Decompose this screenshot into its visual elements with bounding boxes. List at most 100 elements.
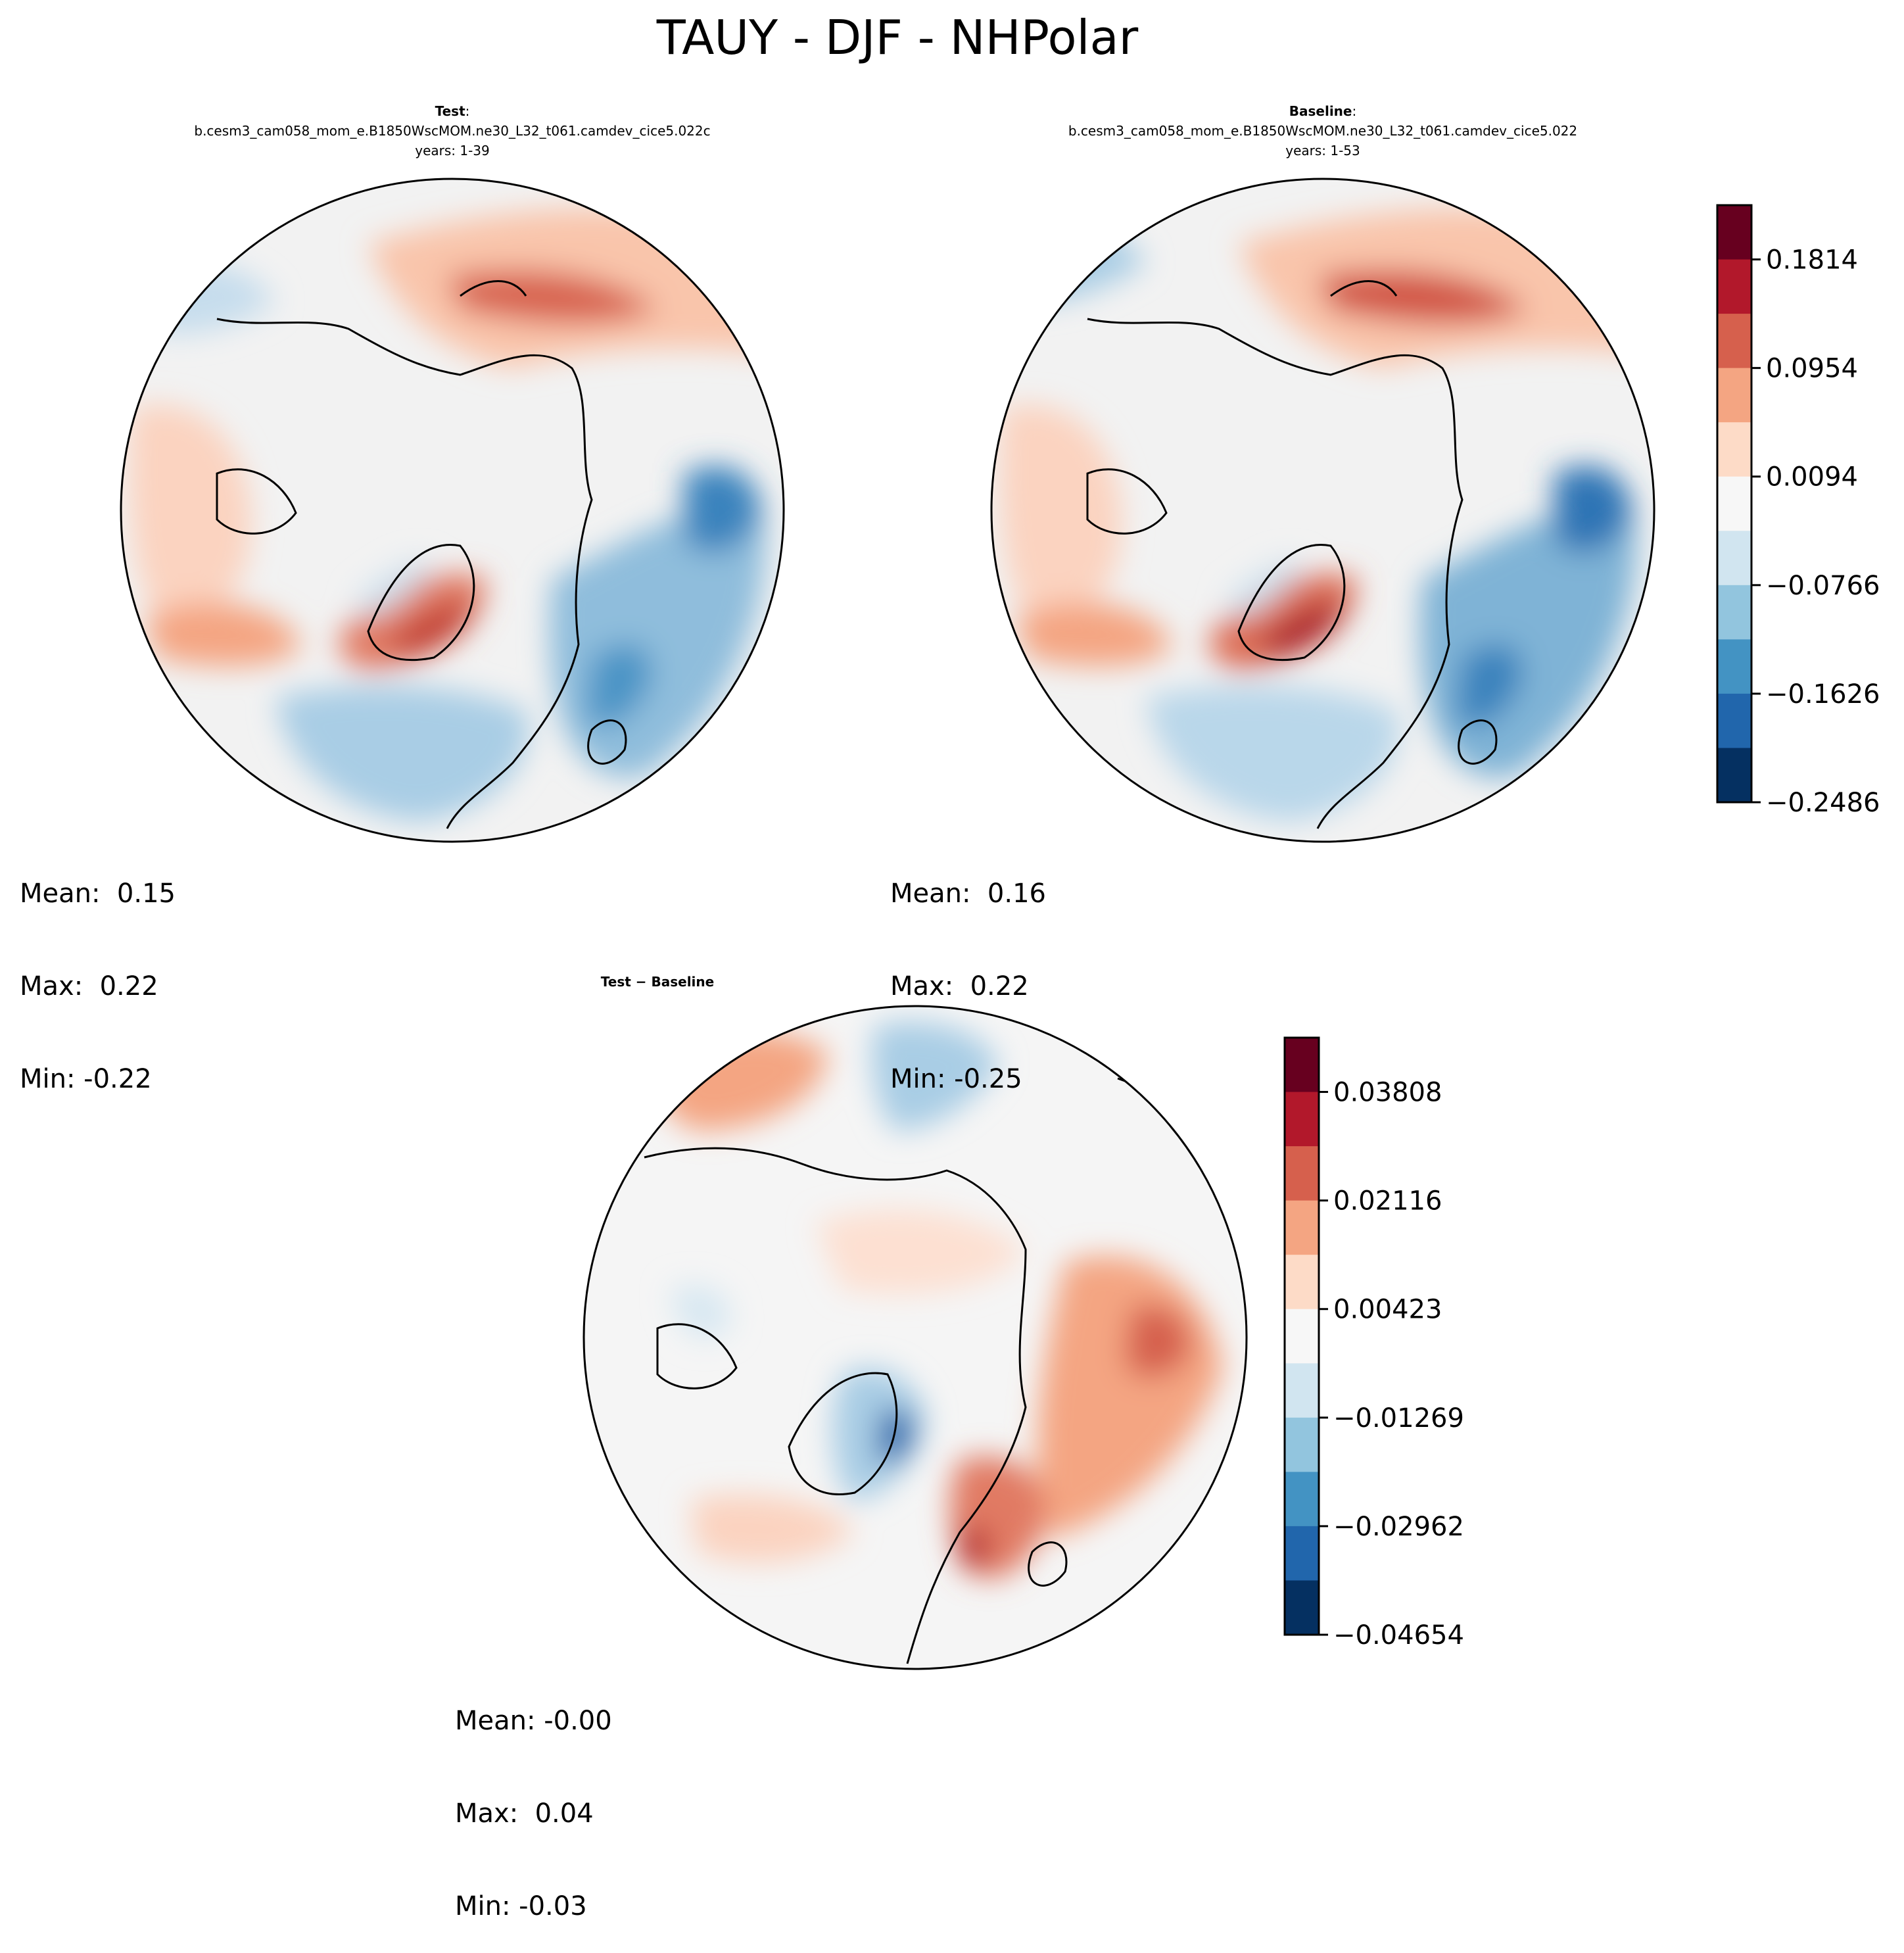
difference-stat-max-label: Max: [455,1798,519,1829]
baseline-field-west-positive [999,404,1122,625]
colorbar-difference-segment [1285,1038,1319,1093]
colorbar-difference-segment [1285,1472,1319,1527]
svg-text:Baseline:: Baseline: [1289,103,1356,119]
colorbar-top-tick-label: 0.0094 [1766,462,1858,493]
difference-field-bering-negative [872,1021,999,1131]
baseline-field-barents-core [1554,466,1633,553]
baseline-years: years: 1-53 [1285,143,1360,158]
difference-field-siberia-core [1124,1305,1191,1378]
difference-map-boundary [583,1005,1248,1670]
test-stat-max-value: 0.22 [99,971,158,1001]
test-field-barents-core [684,466,763,553]
test-stat-max-label: Max: [20,971,83,1001]
colorbar-top-tick-label: 0.1814 [1766,245,1858,276]
colorbar-difference-segment [1285,1200,1319,1255]
colorbar-top-segment [1717,639,1751,694]
colorbar-top-segment [1717,314,1751,369]
colorbar-difference-segment [1285,1417,1319,1472]
difference-stat-min-label: Min: [455,1891,511,1921]
baseline-stat-mean: Mean: 0.16 [890,879,1046,909]
baseline-stat-max: Max: 0.22 [890,971,1046,1002]
test-stat-min-label: Min: [20,1064,76,1094]
difference-stat-min-value: -0.03 [519,1891,587,1921]
panel-baseline: Baseline: b.cesm3_cam058_mom_e.B1850WscM… [990,103,1880,843]
test-stats: Mean: 0.15 Max: 0.22 Min: -0.22 [20,817,176,1126]
baseline-stat-max-value: 0.22 [970,971,1029,1001]
test-stat-mean-value: 0.15 [116,879,176,909]
test-field-west-positive [129,404,251,625]
test-years: years: 1-39 [415,143,490,158]
colorbar-top-tick-label: −0.2486 [1766,788,1880,818]
test-field-pacific-core [447,270,657,324]
baseline-map-boundary [990,178,1655,843]
baseline-field-west-positive-2 [1015,602,1173,667]
difference-field [655,1021,1223,1578]
difference-stat-max-value: 0.04 [535,1798,594,1829]
colorbar-difference-segment [1285,1092,1319,1147]
baseline-field-greenland-negative [1226,560,1304,618]
colorbar-difference-segment [1285,1526,1319,1581]
colorbar-top-segment [1717,531,1751,586]
baseline-stat-max-label: Max: [890,971,954,1001]
difference-field-arctic-positive [815,1209,1026,1294]
colorbar-difference-tick-label: −0.02962 [1333,1512,1464,1542]
colorbar-difference: 0.03808 0.02116 0.00423 −0.01269 −0.02962 −0.… [1283,1036,1464,1651]
colorbar-difference-tick-label: −0.04654 [1333,1620,1464,1651]
difference-stats: Mean: -0.00 Max: 0.04 Min: -0.03 [455,1644,612,1953]
panel-difference: Test − Baseline [583,974,1464,1670]
svg-text:Test:: Test: [435,103,470,119]
test-case-name: b.cesm3_cam058_mom_e.B1850WscMOM.ne30_L3… [194,123,710,139]
panel-test: Test: b.cesm3_cam058_mom_e.B1850WscMOM.n… [120,103,785,843]
colorbar-top-tick-label: 0.0954 [1766,354,1858,384]
colorbar-difference-segment [1285,1146,1319,1201]
difference-stat-min: Min: -0.03 [455,1891,612,1922]
colorbar-difference-segment [1285,1309,1319,1364]
difference-stat-max: Max: 0.04 [455,1798,612,1829]
test-stat-mean-label: Mean: [20,879,101,909]
figure: TAUY - DJF - NHPolar Test: b.cesm3_cam05… [120,10,1880,1670]
test-field-west-positive-2 [145,602,302,667]
colorbar-top-tick-label: −0.1626 [1766,679,1880,710]
test-field-atlantic-negative [276,685,529,822]
colorbar-top-segment [1717,693,1751,749]
baseline-field-scandinavia-core [1456,644,1523,726]
colorbar-difference-segment [1285,1255,1319,1310]
test-field-greenland-core [388,603,473,658]
colorbar-difference-frame [1283,1036,1320,1636]
difference-field-greenland-core [878,1409,915,1465]
colorbar-top-segment [1717,585,1751,640]
colorbar-difference-segment [1285,1363,1319,1418]
baseline-coastlines [1086,280,1498,829]
baseline-title-label: Baseline [1289,103,1352,119]
colorbar-top-segment [1717,205,1751,260]
difference-field-atlantic-positive [690,1494,855,1563]
test-map-boundary [120,178,785,843]
test-stat-min-value: -0.22 [83,1064,152,1094]
difference-stat-mean: Mean: -0.00 [455,1706,612,1737]
colorbar-top-segment [1717,422,1751,477]
baseline-field-atlantic-negative [1147,685,1399,822]
colorbar-top-tick-label: −0.0766 [1766,571,1880,601]
difference-field-scandinavia-core [960,1527,988,1570]
figure-title: TAUY - DJF - NHPolar [656,10,1139,65]
baseline-stat-min-label: Min: [890,1064,946,1094]
colorbar-difference-tick-label: 0.00423 [1333,1295,1442,1325]
colorbar-difference-tick-label: 0.03808 [1333,1078,1442,1108]
baseline-case-name: b.cesm3_cam058_mom_e.B1850WscMOM.ne30_L3… [1068,123,1577,139]
colorbar-top-segment [1717,748,1751,803]
baseline-stat-min: Min: -0.25 [890,1064,1046,1095]
colorbar-top-segment [1717,368,1751,423]
colorbar-top: 0.1814 0.0954 0.0094 −0.0766 −0.1626 −0.2486 [1716,204,1880,818]
test-field-scandinavia-core [585,644,652,726]
test-stat-max: Max: 0.22 [20,971,176,1002]
test-title-separator: : [465,103,470,119]
baseline-stat-mean-value: 0.16 [987,879,1046,909]
colorbar-top-segment [1717,476,1751,531]
baseline-stat-mean-label: Mean: [890,879,971,909]
baseline-stat-min-value: -0.25 [954,1064,1022,1094]
colorbar-top-segment [1717,259,1751,314]
baseline-field-greenland-core [1258,603,1344,658]
test-coastlines [216,280,627,829]
colorbar-difference-tick-label: 0.02116 [1333,1186,1442,1217]
difference-stat-mean-value: -0.00 [544,1706,612,1736]
